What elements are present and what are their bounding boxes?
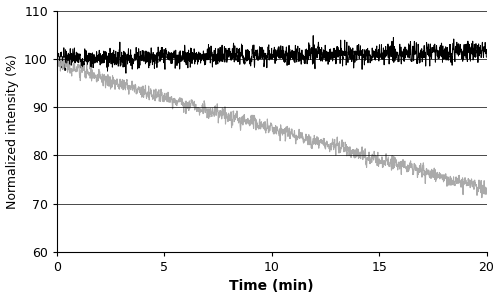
X-axis label: Time (min): Time (min) (230, 280, 314, 293)
Y-axis label: Normalized intensity (%): Normalized intensity (%) (6, 54, 18, 209)
